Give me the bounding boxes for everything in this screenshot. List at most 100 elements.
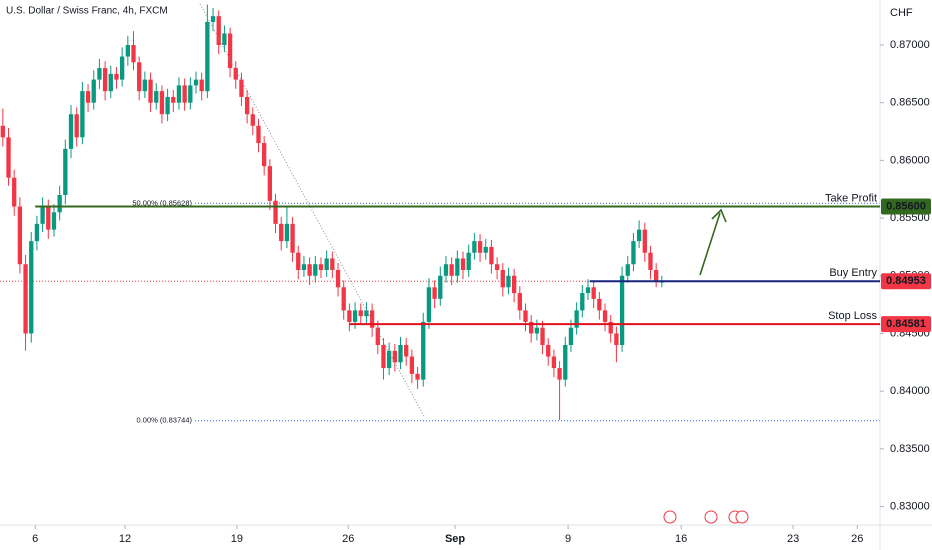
candle-body [636, 229, 642, 242]
candle-body [193, 79, 199, 86]
candle-body [267, 166, 273, 201]
candle-body [159, 91, 165, 115]
candle-body [34, 223, 40, 242]
candle-body [324, 258, 329, 270]
currency: CHF [890, 7, 913, 19]
candle-body [341, 287, 346, 311]
candle-body [188, 85, 193, 103]
candle-body [176, 85, 182, 103]
candle-body [477, 241, 483, 253]
x-tick-label: 6 [32, 533, 38, 545]
y-tick-label: 0.86000 [890, 154, 930, 166]
candle-body [398, 345, 403, 363]
candle-body [262, 143, 267, 167]
y-tick-label: 0.86500 [890, 97, 930, 109]
candle-body [597, 298, 602, 311]
candle-body [17, 206, 23, 265]
candle-body [330, 258, 335, 270]
candle-body [438, 275, 443, 299]
candle-body [250, 114, 255, 126]
candle-body [506, 275, 511, 288]
event-icons [663, 510, 749, 524]
candle-body [551, 356, 557, 369]
candle-body [460, 258, 466, 270]
candle-body [358, 310, 363, 317]
flag-icon [735, 510, 749, 524]
price-badge-label: 0.85600 [886, 200, 926, 212]
candle-body [432, 287, 437, 299]
candle-body [108, 73, 113, 92]
candle-body [12, 177, 17, 207]
candle-body [614, 333, 619, 345]
candle-body [483, 246, 488, 253]
price-badge-label: 0.84953 [886, 275, 926, 287]
arrow-head [711, 208, 727, 223]
price-badge [881, 273, 931, 290]
candle-body [580, 293, 585, 311]
candle-body [313, 264, 318, 276]
candle-body [443, 264, 449, 276]
candle-body [654, 270, 659, 282]
candle-body [557, 368, 562, 380]
candle-body [57, 195, 62, 213]
candle-body [631, 241, 636, 265]
plot-area: 50.00% (0.85628) 0.00% (0.83744) [0, 4, 880, 425]
candle-body [404, 345, 409, 357]
candle-body [97, 68, 102, 80]
y-tick-label: 0.87000 [890, 39, 930, 51]
candle-body [233, 68, 238, 80]
candle-body [421, 321, 426, 380]
level-name: Stop Loss [828, 310, 877, 322]
candle-body [102, 68, 108, 92]
candle-body [216, 16, 221, 45]
candle-body [114, 73, 119, 80]
price-badge [881, 316, 931, 333]
y-tick-label: 0.83000 [890, 500, 930, 512]
candle-body [546, 345, 551, 357]
candle-body [6, 137, 11, 178]
candle-body [290, 223, 295, 253]
candle-body [494, 264, 500, 270]
candle-body [517, 293, 522, 311]
candle-body [68, 114, 74, 149]
candle-body [222, 33, 227, 45]
candle-body [80, 91, 85, 138]
candle-body [210, 16, 216, 22]
candle-body [137, 62, 142, 92]
candle-body [591, 287, 596, 299]
candle-body [199, 79, 204, 92]
candle-body [125, 45, 130, 57]
candle-body [335, 270, 341, 288]
candle-body [455, 258, 460, 276]
x-tick-label: 26 [342, 533, 354, 545]
price-badge [881, 198, 931, 215]
candle-body [352, 310, 358, 322]
candle-body [227, 33, 233, 69]
candle-body [540, 327, 545, 345]
price-badge-label: 0.84581 [886, 318, 926, 330]
candle-body [29, 241, 34, 334]
candle-body [165, 96, 170, 115]
candle-body [131, 45, 136, 63]
candle-body [534, 327, 540, 334]
candle-body [529, 321, 534, 334]
candle-body [244, 96, 250, 115]
candle-body [426, 287, 432, 322]
fib-label: 0.00% (0.83744) [137, 416, 193, 425]
candle-body [523, 310, 528, 322]
y-tick-label: 0.84000 [890, 385, 930, 397]
x-tick-label: 19 [231, 533, 243, 545]
candle-body [205, 21, 210, 92]
candle-body [625, 264, 630, 276]
candle-body [381, 345, 386, 369]
candle-body [608, 321, 613, 334]
candle-body [296, 252, 301, 270]
candle-body [386, 350, 392, 369]
candle-body [182, 85, 187, 103]
x-tick-label: 26 [851, 533, 863, 545]
trend-line [199, 3, 426, 419]
candle-body [154, 91, 159, 103]
x-tick-label: 9 [565, 533, 571, 545]
candle-body [642, 229, 647, 253]
arrow [699, 212, 721, 276]
